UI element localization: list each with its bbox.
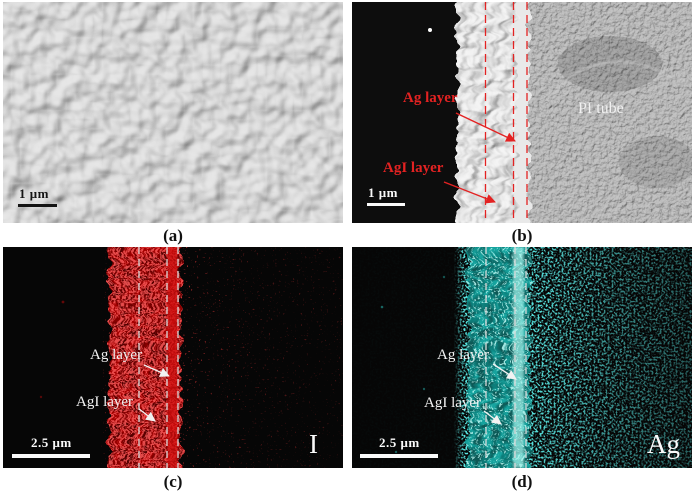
panel-a-sem-surface: 1 μm <box>3 2 343 223</box>
pi-tube-dark-patch <box>558 36 662 92</box>
ag-layer-arrow <box>492 363 517 380</box>
agi-layer-label: AgI layer <box>76 394 134 410</box>
scale-bar <box>18 204 57 207</box>
panel-d-image <box>352 247 692 468</box>
panel-b-caption: (b) <box>511 226 533 245</box>
agi-film-group <box>446 2 513 223</box>
black-region <box>352 2 457 223</box>
pi-tube-ridge <box>546 60 692 103</box>
agi-film-texture <box>446 2 513 223</box>
black-mask-group <box>352 2 457 223</box>
ag-layer-gap-band <box>167 247 178 468</box>
ag-layer-arrow <box>143 364 170 377</box>
pi-tube-texture <box>502 2 692 223</box>
scale-bar-text: 2.5 μm <box>31 435 72 450</box>
panel-c-image <box>3 247 343 468</box>
scale-bar-text: 1 μm <box>19 186 49 201</box>
pi-tube-label: PI tube <box>578 100 624 117</box>
panel-d-caption: (d) <box>511 472 533 491</box>
bright-speck <box>428 28 432 32</box>
agi-layer-arrow <box>443 181 496 204</box>
element-symbol: I <box>309 429 318 459</box>
ag-layer-label: Ag layer <box>90 347 143 363</box>
element-symbol: Ag <box>647 429 680 459</box>
ag-layer-bright-band <box>513 247 524 468</box>
scale-bar <box>360 454 438 458</box>
ag-layer-arrow <box>455 112 516 142</box>
panel-b-image <box>352 2 692 223</box>
agi-layer-label: AgI layer <box>383 160 444 176</box>
panel-a-image <box>3 2 343 223</box>
scale-bar-text: 2.5 μm <box>379 435 420 450</box>
scale-bar-text: 1 μm <box>368 185 398 200</box>
panel-a-caption: (a) <box>163 226 183 245</box>
panel-b-sem-cross-section: Ag layer AgI layer PI tube 1 μm <box>352 2 692 223</box>
agi-layer-arrow <box>138 408 156 422</box>
pi-tube-dark-patch <box>619 136 692 188</box>
scale-bar <box>12 454 90 458</box>
sem-grain-texture <box>3 2 343 223</box>
scale-bar <box>367 203 405 206</box>
panel-c-eds-map-iodine: Ag layer AgI layer 2.5 μm I <box>3 247 343 468</box>
panel-d-eds-map-silver: Ag layer AgI layer 2.5 μm Ag <box>352 247 692 468</box>
ag-layer-label: Ag layer <box>437 347 490 363</box>
agi-layer-arrow <box>483 410 502 425</box>
ag-layer-label: Ag layer <box>403 90 458 106</box>
agi-layer-label: AgI layer <box>424 395 482 411</box>
panel-c-caption: (c) <box>163 472 183 491</box>
